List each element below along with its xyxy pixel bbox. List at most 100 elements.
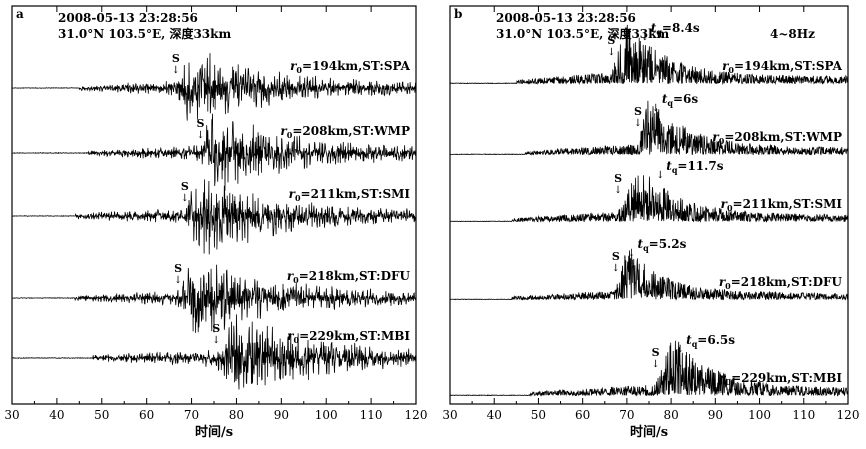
- r-symbol: r: [721, 197, 729, 211]
- station-label: r0=218km,ST:DFU: [719, 275, 843, 291]
- r-subscript: 0: [296, 65, 302, 75]
- station-label: r0=208km,ST:WMP: [280, 124, 410, 140]
- trace-line: [449, 100, 849, 156]
- s-phase-label: S: [174, 262, 182, 275]
- station-text: =194km,ST:SPA: [734, 59, 843, 73]
- s-phase-label: S: [607, 34, 615, 47]
- station-label: r0=194km,ST:SPA: [290, 59, 411, 75]
- x-tick-label: 30: [4, 408, 19, 422]
- x-tick-label: 50: [531, 408, 546, 422]
- s-phase-arrow: ↓: [614, 185, 622, 196]
- station-label: r0=229km,ST:MBI: [719, 371, 842, 387]
- r-subscript: 0: [725, 281, 731, 291]
- tq-value: =8.4s: [662, 21, 700, 35]
- tq-arrow: ↓: [676, 344, 684, 355]
- r-subscript: 0: [293, 275, 299, 285]
- trace-line: [11, 113, 417, 191]
- station-label: r0=218km,ST:DFU: [287, 269, 411, 285]
- panel-a: 30 40 50 60 70 80 90 100 110 120 时间/s a 2008-05-13 2…: [4, 5, 428, 440]
- tq-value: =6s: [673, 92, 698, 106]
- tq-subscript: q: [643, 243, 649, 253]
- station-label: r0=211km,ST:SMI: [721, 197, 843, 213]
- r-subscript: 0: [295, 193, 301, 203]
- station-text: =229km,ST:MBI: [299, 329, 410, 343]
- station-text: =208km,ST:WMP: [724, 130, 842, 144]
- station-label: r0=194km,ST:SPA: [722, 59, 843, 75]
- x-axis-label: 时间/s: [195, 424, 233, 440]
- x-tick-label: 80: [229, 408, 244, 422]
- tq-label: tq=5.2s: [638, 237, 687, 253]
- x-tick-label: 40: [487, 408, 502, 422]
- x-tick-label: 120: [837, 408, 860, 422]
- trace-line: [11, 53, 417, 121]
- x-tick-label: 120: [405, 408, 428, 422]
- x-tick-label: 90: [274, 408, 289, 422]
- x-tick-label: 90: [708, 408, 723, 422]
- tq-symbol: t: [638, 237, 644, 251]
- s-phase-arrow: ↓: [612, 263, 620, 274]
- tq-value: =6.5s: [697, 333, 735, 347]
- trace-line: [12, 314, 417, 390]
- tq-subscript: q: [692, 339, 698, 349]
- station-text: =218km,ST:DFU: [731, 275, 843, 289]
- x-tick-label: 70: [619, 408, 634, 422]
- s-phase-label: S: [634, 105, 642, 118]
- station-text: =218km,ST:DFU: [299, 269, 411, 283]
- x-tick-label: 60: [575, 408, 590, 422]
- r-symbol: r: [712, 130, 720, 144]
- panel-label: b: [454, 7, 462, 21]
- x-tick-label: 80: [663, 408, 678, 422]
- tq-label: tq=6s: [662, 92, 699, 108]
- station-text: =211km,ST:SMI: [733, 197, 843, 211]
- x-tick-label: 60: [139, 408, 154, 422]
- r-symbol: r: [719, 275, 727, 289]
- tq-value: =11.7s: [677, 159, 723, 173]
- r-subscript: 0: [725, 377, 731, 387]
- trace-line: [449, 175, 849, 223]
- tq-symbol: t: [662, 92, 668, 106]
- s-phase-label: S: [614, 172, 622, 185]
- s-phase-label: S: [212, 322, 220, 335]
- station-text: =194km,ST:SPA: [302, 59, 411, 73]
- r-symbol: r: [289, 187, 297, 201]
- r-symbol: r: [722, 59, 730, 73]
- s-phase-label: S: [172, 52, 180, 65]
- station-label: r0=211km,ST:SMI: [289, 187, 411, 203]
- x-axis-label: 时间/s: [630, 424, 668, 440]
- x-tick-label: 110: [360, 408, 383, 422]
- tq-label: tq=11.7s: [666, 159, 723, 175]
- tq-value: =5.2s: [649, 237, 687, 251]
- r-symbol: r: [719, 371, 727, 385]
- s-phase-arrow: ↓: [172, 65, 180, 76]
- tq-label: tq=6.5s: [686, 333, 735, 349]
- s-phase-label: S: [652, 346, 660, 359]
- s-phase-arrow: ↓: [196, 130, 204, 141]
- s-phase-arrow: ↓: [607, 47, 615, 58]
- x-tick-label: 40: [49, 408, 64, 422]
- x-tick-label: 30: [442, 408, 457, 422]
- station-text: =208km,ST:WMP: [292, 124, 410, 138]
- s-phase-label: S: [612, 250, 620, 263]
- tq-symbol: t: [686, 333, 692, 347]
- panel-label: a: [16, 7, 24, 21]
- r-subscript: 0: [293, 335, 299, 345]
- s-phase-arrow: ↓: [212, 335, 220, 346]
- s-phase-label: S: [181, 180, 189, 193]
- r-subscript: 0: [287, 130, 293, 140]
- station-text: =211km,ST:SMI: [301, 187, 411, 201]
- trace-line: [12, 179, 417, 255]
- r-subscript: 0: [719, 136, 725, 146]
- station-label: r0=208km,ST:WMP: [712, 130, 842, 146]
- x-tick-label: 100: [315, 408, 338, 422]
- event-location: 31.0°N 103.5°E, 深度33km: [58, 26, 231, 41]
- trace-line: [11, 264, 417, 333]
- station-text: =229km,ST:MBI: [731, 371, 842, 385]
- trace-line: [449, 340, 849, 397]
- trace-line: [449, 250, 849, 302]
- r-symbol: r: [290, 59, 298, 73]
- tq-subscript: q: [667, 98, 673, 108]
- tq-subscript: q: [672, 165, 678, 175]
- event-date: 2008-05-13 23:28:56: [496, 11, 636, 25]
- r-symbol: r: [287, 269, 295, 283]
